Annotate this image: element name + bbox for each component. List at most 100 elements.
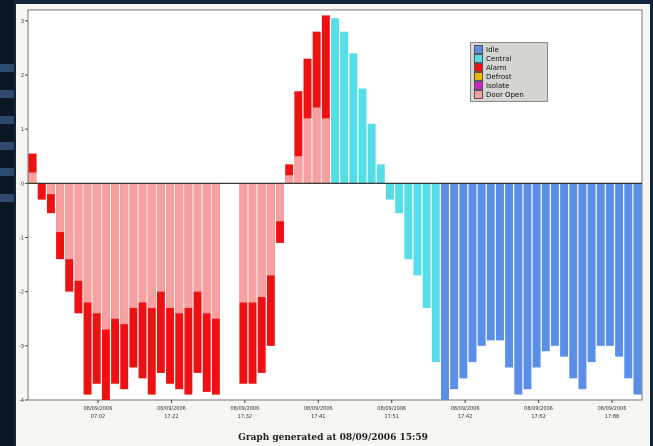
bar-idle: [505, 183, 514, 368]
x-tick-date: 08/09/2006: [598, 406, 627, 412]
x-tick-date: 08/09/2006: [451, 406, 480, 412]
bar-idle: [578, 183, 587, 390]
legend-swatch: [474, 81, 483, 90]
x-tick-time: 17:42: [458, 414, 472, 420]
bar-door-open: [294, 156, 303, 184]
legend-entry: Central: [474, 54, 544, 63]
decorative-stripe: [0, 90, 14, 98]
bar-idle: [550, 183, 559, 346]
bar-idle: [459, 183, 468, 379]
y-tick-label: 3: [21, 19, 24, 25]
chart-legend: Idle Central Alarm Defrost Isolate Door Open: [470, 42, 548, 102]
bar-idle: [514, 183, 523, 395]
bar-central: [376, 164, 385, 184]
bar-door-open: [202, 183, 211, 314]
x-tick-time: 17:62: [531, 414, 545, 420]
bar-door-open: [120, 183, 129, 325]
bar-door-open: [276, 183, 284, 222]
x-tick-date: 08/09/2006: [377, 406, 406, 412]
bar-door-open: [65, 183, 74, 260]
bar-door-open: [147, 183, 156, 308]
x-tick-time: 17:51: [385, 414, 399, 420]
bar-door-open: [312, 107, 321, 184]
x-tick-date: 08/09/2006: [524, 406, 553, 412]
x-tick-time: 17:32: [238, 414, 252, 420]
legend-entry: Door Open: [474, 90, 544, 99]
bar-door-open: [46, 183, 55, 195]
legend-label: Defrost: [486, 72, 512, 81]
y-tick-label: 2: [21, 73, 24, 79]
x-tick-date: 08/09/2006: [157, 406, 186, 412]
chart-caption: Graph generated at 08/09/2006 15:59: [238, 433, 428, 443]
bar-door-open: [266, 183, 275, 276]
bar-door-open: [92, 183, 101, 314]
bar-alarm: [285, 164, 294, 184]
x-tick-time: 17:41: [311, 414, 325, 420]
decorative-stripe: [0, 116, 14, 124]
legend-label: Alarm: [486, 63, 507, 72]
bar-door-open: [175, 183, 184, 314]
bar-door-open: [303, 118, 312, 184]
bar-idle: [532, 183, 541, 368]
bar-alarm: [37, 183, 46, 200]
x-tick-time: 17:88: [605, 414, 619, 420]
y-tick-label: -4: [19, 398, 24, 404]
bar-door-open: [285, 175, 294, 184]
bar-central: [358, 88, 367, 184]
legend-entry: Isolate: [474, 81, 544, 90]
bar-central: [422, 183, 431, 308]
bar-idle: [477, 183, 486, 346]
legend-swatch: [474, 90, 483, 99]
bar-idle: [587, 183, 596, 363]
bar-central: [413, 183, 422, 276]
bar-central: [395, 183, 404, 214]
bar-door-open: [156, 183, 165, 292]
bar-door-open: [184, 183, 193, 308]
legend-label: Central: [486, 54, 512, 63]
bar-central: [386, 183, 394, 200]
bar-door-open: [101, 183, 110, 330]
x-tick-date: 08/09/2006: [230, 406, 259, 412]
bar-alarm: [46, 183, 55, 214]
bar-door-open: [111, 183, 120, 319]
bar-idle: [541, 183, 550, 352]
legend-entry: Idle: [474, 45, 544, 54]
bar-door-open: [74, 183, 83, 281]
bar-door-open: [211, 183, 220, 319]
bar-door-open: [56, 183, 65, 233]
bar-door-open: [166, 183, 175, 308]
bar-idle: [440, 183, 449, 400]
y-tick-label: 0: [21, 181, 24, 187]
bar-idle: [633, 183, 642, 395]
bar-central: [404, 183, 413, 260]
x-tick-time: 07:02: [91, 414, 105, 420]
bar-door-open: [257, 183, 266, 298]
x-tick-date: 08/09/2006: [304, 406, 333, 412]
legend-swatch: [474, 45, 483, 54]
bar-idle: [615, 183, 624, 357]
bar-idle: [523, 183, 532, 390]
legend-label: Idle: [486, 45, 499, 54]
bar-alarm: [321, 15, 330, 184]
x-tick-time: 17:22: [164, 414, 178, 420]
legend-entry: Defrost: [474, 72, 544, 81]
x-tick-date: 08/09/2006: [84, 406, 113, 412]
bar-central: [331, 18, 339, 184]
legend-label: Door Open: [486, 90, 524, 99]
bar-idle: [495, 183, 504, 341]
bar-door-open: [239, 183, 248, 303]
bar-idle: [624, 183, 633, 379]
y-tick-label: -3: [19, 344, 24, 350]
y-tick-label: -1: [19, 236, 24, 242]
bar-central: [367, 123, 376, 184]
legend-swatch: [474, 63, 483, 72]
bar-central: [349, 53, 358, 184]
bar-alarm: [294, 91, 303, 184]
bar-door-open: [248, 183, 257, 303]
bar-idle: [596, 183, 605, 346]
bar-chart: 3 2 1 0 -1 -2 -3 -4 08/09/2006 07:02 08/09/2006 17:…: [19, 9, 643, 420]
bar-door-open: [28, 172, 37, 184]
bar-door-open: [129, 183, 138, 308]
bar-door-open: [138, 183, 147, 303]
legend-swatch: [474, 72, 483, 81]
